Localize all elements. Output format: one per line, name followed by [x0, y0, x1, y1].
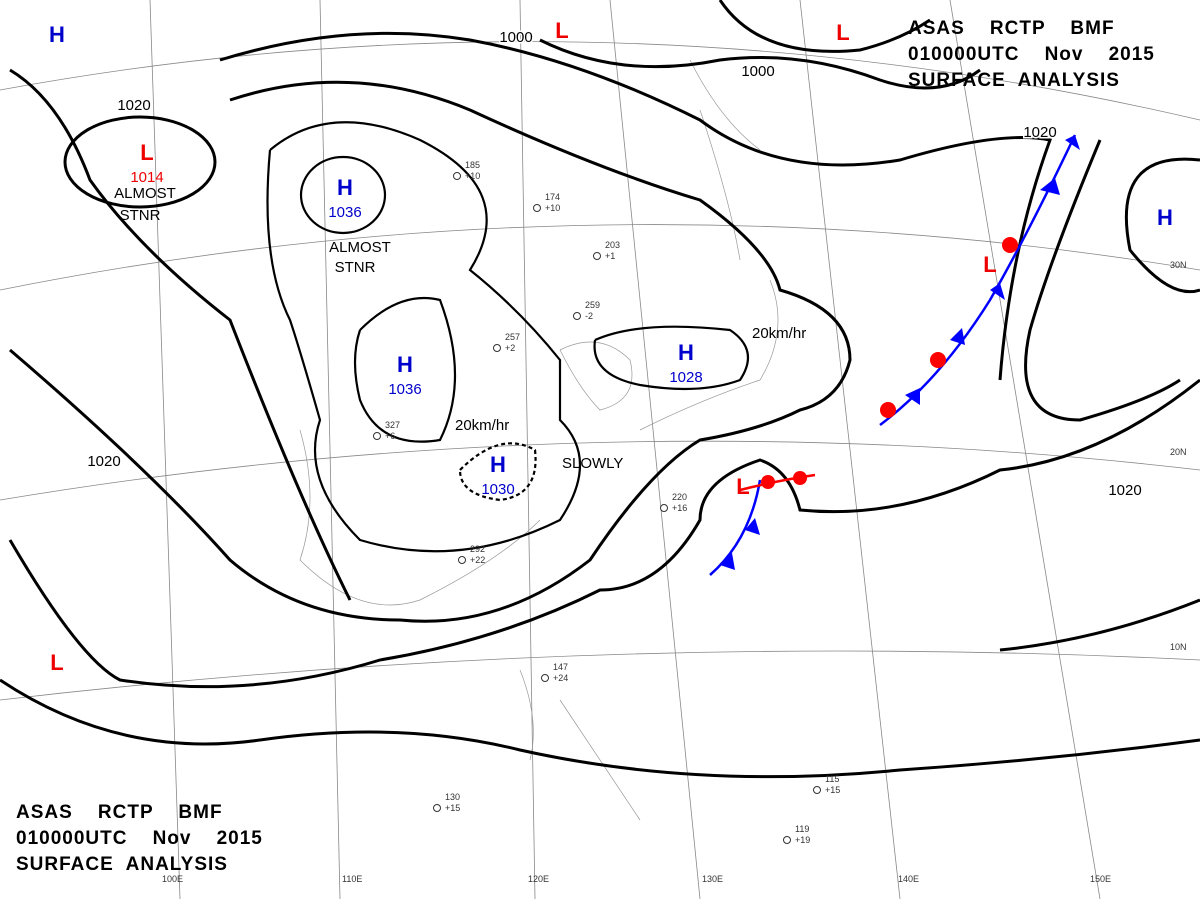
header-line: SURFACE ANALYSIS — [908, 70, 1120, 91]
station-temp: +10 — [545, 203, 560, 213]
system-mark: H — [678, 340, 694, 365]
station — [541, 674, 549, 682]
station-pressure: 115 — [825, 774, 839, 784]
station-pressure: 130 — [445, 792, 460, 802]
footer-line: 010000UTC Nov 2015 — [16, 828, 263, 849]
station — [813, 786, 821, 794]
station-temp: -2 — [585, 311, 593, 321]
station — [593, 252, 601, 260]
system-pressure: 1036 — [328, 204, 361, 221]
system-mark: H — [337, 175, 353, 200]
station — [660, 504, 668, 512]
station-pressure: 292 — [470, 544, 485, 554]
station — [533, 204, 541, 212]
footer-line: SURFACE ANALYSIS — [16, 854, 228, 875]
station-temp: +22 — [470, 555, 485, 565]
isobar-label: 1020 — [1023, 124, 1056, 141]
isobar-label: 1020 — [1108, 482, 1141, 499]
longitude-label: 100E — [162, 874, 183, 884]
note: STNR — [335, 259, 376, 276]
station — [433, 804, 441, 812]
latitude-label: 10N — [1170, 642, 1187, 652]
motion-label: 20km/hr — [752, 325, 806, 342]
station — [493, 344, 501, 352]
fronts — [709, 134, 1080, 576]
system-mark: H — [1157, 205, 1173, 230]
motion-label: 20km/hr — [455, 417, 509, 434]
footer-line: ASAS RCTP BMF — [16, 802, 223, 823]
station — [573, 312, 581, 320]
station-pressure: 257 — [505, 332, 520, 342]
station-temp: +16 — [672, 503, 687, 513]
station-temp: +15 — [825, 785, 840, 795]
isobar-label: 1000 — [499, 29, 532, 46]
station — [453, 172, 461, 180]
isobar-label: 1020 — [117, 97, 150, 114]
system-mark: L — [736, 474, 749, 499]
station-pressure: 185 — [465, 160, 480, 170]
longitude-label: 140E — [898, 874, 919, 884]
longitude-label: 110E — [342, 874, 362, 884]
system-pressure: 1014 — [130, 169, 163, 186]
station-pressure: 220 — [672, 492, 687, 502]
station-pressure: 259 — [585, 300, 600, 310]
system-mark: L — [50, 650, 63, 675]
header-line: ASAS RCTP BMF — [908, 18, 1115, 39]
station-pressure: 174 — [545, 192, 560, 202]
station-temp: +15 — [445, 803, 460, 813]
note: ALMOST — [114, 185, 176, 202]
station-temp: +10 — [465, 171, 480, 181]
latitude-label: 30N — [1170, 260, 1187, 270]
note: STNR — [120, 207, 161, 224]
station-temp: +24 — [553, 673, 568, 683]
station-pressure: 203 — [605, 240, 620, 250]
longitude-label: 130E — [702, 874, 723, 884]
station-temp: +6 — [385, 431, 395, 441]
station-temp: +1 — [605, 251, 615, 261]
station — [458, 556, 466, 564]
system-mark: H — [397, 352, 413, 377]
system-mark: H — [49, 22, 65, 47]
isobar-label: 1020 — [87, 453, 120, 470]
latitude-label: 20N — [1170, 447, 1187, 457]
station-pressure: 119 — [795, 824, 809, 834]
system-mark: L — [983, 252, 996, 277]
system-pressure: 1030 — [481, 481, 514, 498]
system-mark: H — [490, 452, 506, 477]
labels: ASAS RCTP BMF 010000UTC Nov 2015 SURFACE A… — [16, 18, 1187, 884]
system-mark: L — [140, 140, 153, 165]
system-mark: L — [555, 18, 568, 43]
header-line: 010000UTC Nov 2015 — [908, 44, 1155, 65]
motion-label: SLOWLY — [562, 455, 623, 472]
station-temp: +19 — [795, 835, 810, 845]
isobars — [0, 0, 1200, 779]
station-pressure: 327 — [385, 420, 400, 430]
station — [373, 432, 381, 440]
system-pressure: 1036 — [388, 381, 421, 398]
isobar-label: 1000 — [741, 63, 774, 80]
system-pressure: 1028 — [669, 369, 702, 386]
longitude-label: 150E — [1090, 874, 1111, 884]
note: ALMOST — [329, 239, 391, 256]
station-pressure: 147 — [553, 662, 568, 672]
system-mark: L — [836, 20, 849, 45]
station-temp: +2 — [505, 343, 515, 353]
longitude-label: 120E — [528, 874, 549, 884]
station — [783, 836, 791, 844]
